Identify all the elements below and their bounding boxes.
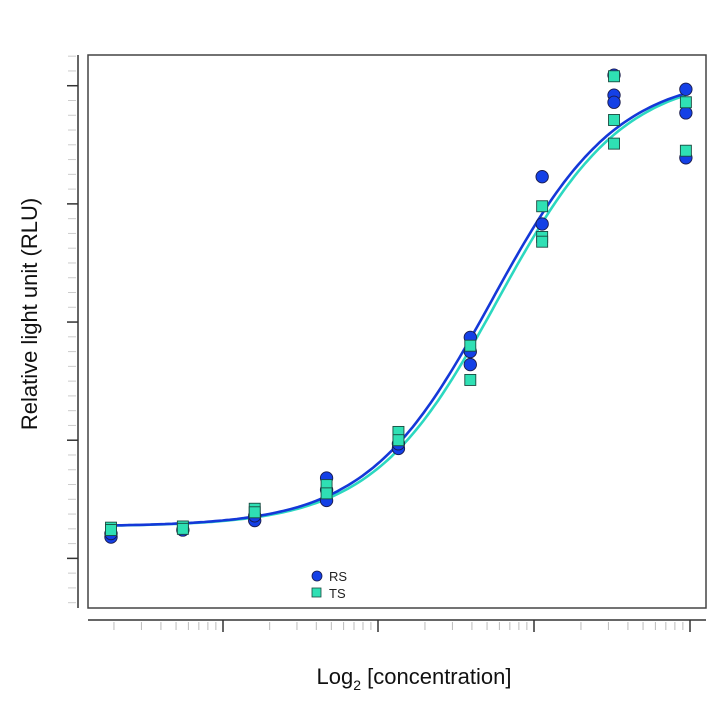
ts-point bbox=[608, 137, 620, 150]
ts-point bbox=[536, 200, 549, 213]
rs-point bbox=[607, 95, 621, 109]
legend-rs-marker bbox=[311, 570, 323, 582]
ts-point bbox=[608, 70, 620, 83]
ts-point bbox=[608, 114, 620, 126]
x-axis-title-main: Log bbox=[317, 664, 354, 689]
ts-point bbox=[176, 522, 189, 535]
ts-point bbox=[392, 434, 405, 447]
y-axis-title: Relative light unit (RLU) bbox=[17, 198, 42, 430]
ts-point bbox=[105, 524, 117, 536]
legend-ts-marker bbox=[311, 587, 322, 598]
ts-point bbox=[679, 144, 692, 157]
legend-ts-label: TS bbox=[329, 586, 346, 601]
ts-point bbox=[248, 506, 261, 519]
rs-point bbox=[463, 357, 477, 372]
legend-rs-label: RS bbox=[329, 569, 347, 584]
rs-point bbox=[535, 217, 549, 231]
x-axis-title: Log2 [concentration] bbox=[317, 664, 512, 693]
ts-point bbox=[679, 96, 692, 109]
x-axis-title-subscript: 2 bbox=[353, 677, 361, 693]
x-axis-title-rest: [concentration] bbox=[361, 664, 511, 689]
ts-point bbox=[464, 339, 477, 352]
ts-point bbox=[464, 373, 477, 386]
ts-point bbox=[320, 487, 333, 500]
rs-point bbox=[679, 82, 693, 96]
y-axis bbox=[67, 55, 79, 608]
x-axis bbox=[88, 619, 706, 632]
data-points bbox=[104, 68, 693, 544]
rs-point bbox=[535, 170, 549, 184]
rs-point bbox=[679, 106, 693, 120]
legend: RS TS bbox=[311, 569, 347, 601]
ts-point bbox=[536, 235, 549, 248]
plot-frame bbox=[87, 54, 707, 609]
